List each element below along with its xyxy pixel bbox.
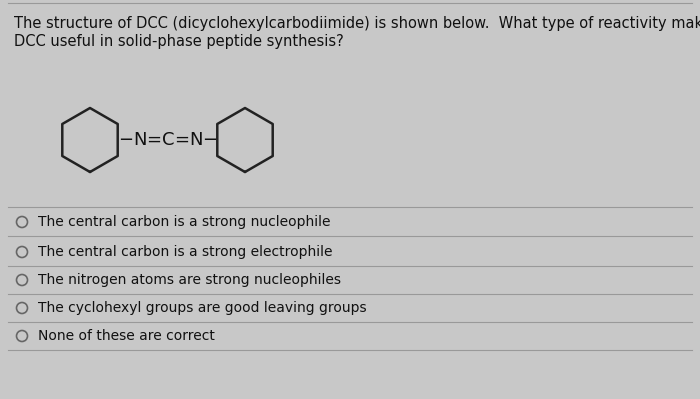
Text: The cyclohexyl groups are good leaving groups: The cyclohexyl groups are good leaving g… [38,301,367,315]
Text: None of these are correct: None of these are correct [38,329,215,343]
Text: The central carbon is a strong nucleophile: The central carbon is a strong nucleophi… [38,215,330,229]
Text: DCC useful in solid-phase peptide synthesis?: DCC useful in solid-phase peptide synthe… [14,34,344,49]
Text: The structure of DCC (dicyclohexylcarbodiimide) is shown below.  What type of re: The structure of DCC (dicyclohexylcarbod… [14,16,700,31]
Text: The central carbon is a strong electrophile: The central carbon is a strong electroph… [38,245,332,259]
Text: The nitrogen atoms are strong nucleophiles: The nitrogen atoms are strong nucleophil… [38,273,341,287]
Text: $-$N=C=N$-$: $-$N=C=N$-$ [118,131,218,149]
